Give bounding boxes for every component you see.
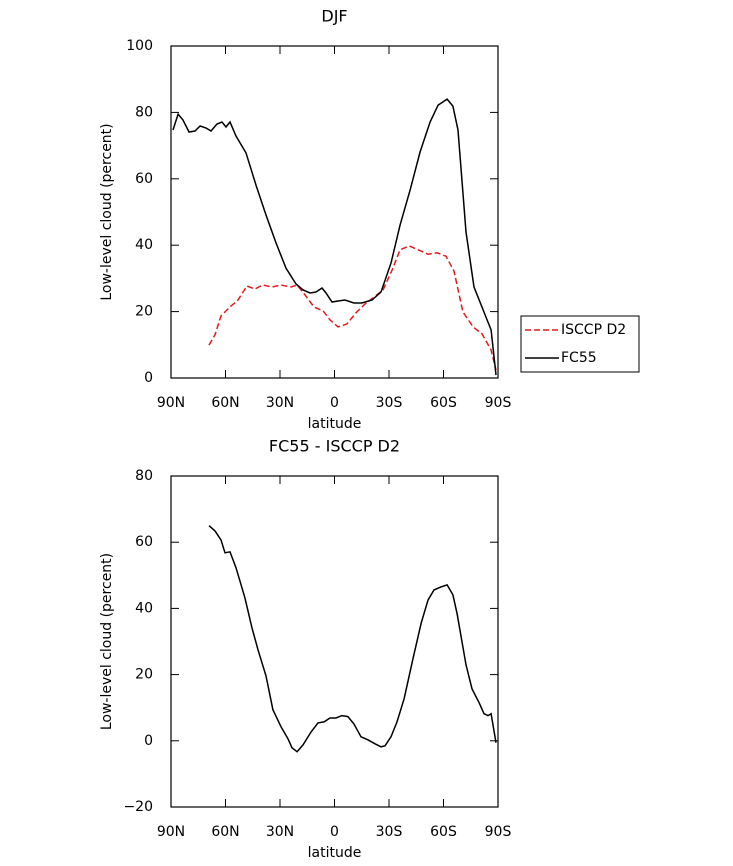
x-tick-label: 60S <box>430 824 457 840</box>
y-tick-label: 60 <box>135 171 153 187</box>
x-tick-label: 30S <box>376 395 403 411</box>
y-tick-label: 40 <box>135 237 153 253</box>
chart-title: FC55 - ISCCP D2 <box>269 437 400 456</box>
x-tick-label: 90N <box>157 824 185 840</box>
x-tick-label: 30N <box>266 395 294 411</box>
legend-label: FC55 <box>561 350 597 366</box>
y-axis-title: Low-level cloud (percent) <box>99 123 115 300</box>
y-tick-label: 100 <box>126 38 153 54</box>
y-tick-label: 0 <box>144 370 153 386</box>
series-line <box>208 245 497 371</box>
legend-label: ISCCP D2 <box>561 322 626 338</box>
legend-box <box>520 315 640 373</box>
y-tick-label: 20 <box>135 667 153 683</box>
y-tick-label: 80 <box>135 468 153 484</box>
x-tick-label: 30N <box>266 824 294 840</box>
series-line <box>208 525 497 753</box>
x-tick-label: 60N <box>211 824 239 840</box>
y-tick-label: −20 <box>123 799 153 815</box>
y-tick-label: 60 <box>135 534 153 550</box>
series-line <box>172 98 497 376</box>
plot-frame <box>170 475 499 808</box>
x-tick-label: 60S <box>430 395 457 411</box>
x-tick-label: 0 <box>330 395 339 411</box>
x-tick-label: 90S <box>485 824 512 840</box>
chart-title: DJF <box>321 7 347 26</box>
x-axis-title: latitude <box>308 416 362 432</box>
y-tick-label: 80 <box>135 104 153 120</box>
x-tick-label: 90N <box>157 395 185 411</box>
y-axis-title: Low-level cloud (percent) <box>99 553 115 730</box>
x-tick-label: 60N <box>211 395 239 411</box>
x-tick-label: 90S <box>485 395 512 411</box>
y-tick-label: 20 <box>135 304 153 320</box>
y-tick-label: 0 <box>144 733 153 749</box>
x-axis-title: latitude <box>308 845 362 861</box>
x-tick-label: 0 <box>330 824 339 840</box>
y-tick-label: 40 <box>135 600 153 616</box>
plot-frame <box>170 45 499 379</box>
x-tick-label: 30S <box>376 824 403 840</box>
